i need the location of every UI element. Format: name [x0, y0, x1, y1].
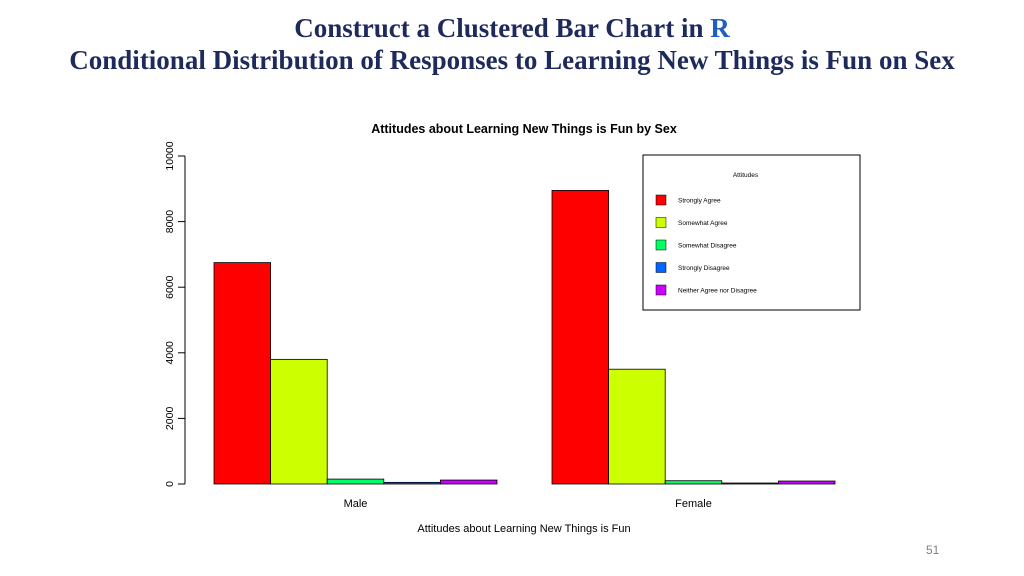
legend-swatch	[655, 194, 667, 206]
slide-title-r: R	[710, 13, 730, 43]
bar	[608, 368, 666, 485]
legend-swatch	[655, 217, 667, 228]
legend-box	[642, 154, 861, 311]
legend-swatch	[655, 262, 667, 273]
bar	[270, 358, 328, 485]
legend-label: Neither Agree nor Disagree	[678, 288, 757, 295]
x-axis-label: Attitudes about Learning New Things is F…	[417, 523, 630, 535]
page-number: 51	[926, 543, 940, 557]
x-category-label: Female	[675, 498, 712, 510]
legend-label: Strongly Disagree	[678, 265, 730, 272]
bar	[439, 479, 498, 485]
legend-label: Somewhat Disagree	[678, 243, 737, 250]
slide-title-line-2: Conditional Distribution of Responses to…	[69, 45, 955, 75]
bar	[551, 190, 609, 485]
bar	[383, 481, 441, 485]
bar	[664, 480, 723, 485]
legend-label: Somewhat Agree	[678, 220, 728, 227]
slide-title: Construct a Clustered Bar Chart in R Con…	[0, 12, 1024, 76]
legend-swatch	[655, 239, 667, 251]
legend-label: Strongly Agree	[678, 198, 721, 205]
slide-title-prefix: Construct a Clustered Bar Chart in	[294, 13, 711, 43]
y-tick-label: 2000	[164, 407, 176, 431]
bar	[778, 480, 836, 485]
y-tick-label: 8000	[164, 210, 176, 234]
bar	[326, 478, 385, 485]
y-tick-label: 10000	[164, 141, 176, 170]
y-tick-label: 6000	[164, 275, 176, 299]
y-tick-label: 0	[164, 481, 176, 487]
legend-title: Attitudes	[733, 172, 759, 179]
slide-title-line-1: Construct a Clustered Bar Chart in R	[0, 12, 1024, 44]
x-category-label: Male	[344, 498, 368, 510]
chart-title: Attitudes about Learning New Things is F…	[371, 122, 677, 136]
bar	[213, 262, 271, 485]
legend-swatch	[655, 284, 667, 296]
bar	[721, 482, 779, 485]
y-tick-label: 4000	[164, 341, 176, 365]
